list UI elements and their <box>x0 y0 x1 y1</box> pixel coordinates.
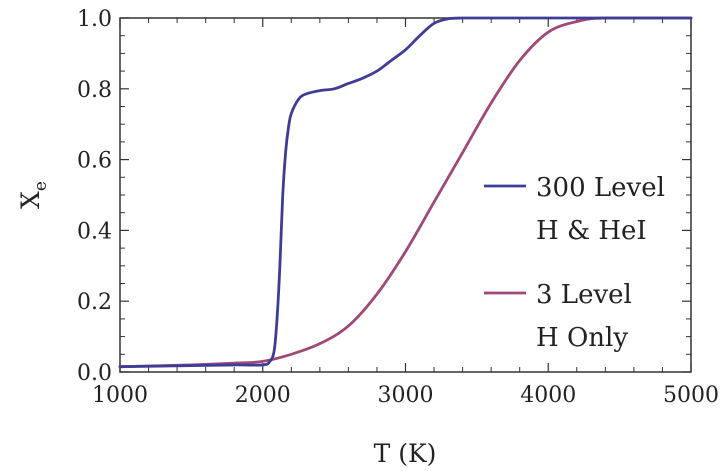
series-line-300-level <box>118 16 693 369</box>
legend-label: H & HeI <box>536 216 647 246</box>
legend-label: 3 Level <box>536 280 632 310</box>
legend: 300 Level H & HeI 3 Level H Only <box>484 173 665 353</box>
y-tick-label: 1.0 <box>77 7 112 32</box>
x-tick-label: 2000 <box>235 383 291 408</box>
legend-label: H Only <box>536 323 628 353</box>
x-tick-label: 3000 <box>378 383 434 408</box>
y-tick-label: 0.6 <box>77 149 112 174</box>
x-tick-label: 5000 <box>663 383 719 408</box>
y-axis-title-subscript: e <box>31 181 51 191</box>
series-line-3-level <box>118 16 693 369</box>
y-tick-label: 0.4 <box>77 219 112 244</box>
series-lines <box>118 16 693 369</box>
x-tick-label: 1000 <box>92 383 148 408</box>
y-tick-label: 0.2 <box>77 290 112 315</box>
x-axis-title: T (K) <box>374 439 437 468</box>
y-tick-label: 0.8 <box>77 78 112 103</box>
y-tick-label: 0.0 <box>77 361 112 386</box>
tick-labels: 1000 2000 3000 4000 5000 0.0 0.2 0.4 0.6 0.8 1.0 <box>77 7 719 408</box>
y-axis-title: Xe <box>16 181 51 209</box>
svg-text:Xe: Xe <box>16 181 51 209</box>
x-tick-label: 4000 <box>520 383 576 408</box>
legend-label: 300 Level <box>536 173 665 203</box>
y-axis-title-main: X <box>16 191 45 209</box>
ticks <box>119 17 692 373</box>
plot-area: 1000 2000 3000 4000 5000 0.0 0.2 0.4 0.6 0.8 1.0 <box>77 7 719 408</box>
